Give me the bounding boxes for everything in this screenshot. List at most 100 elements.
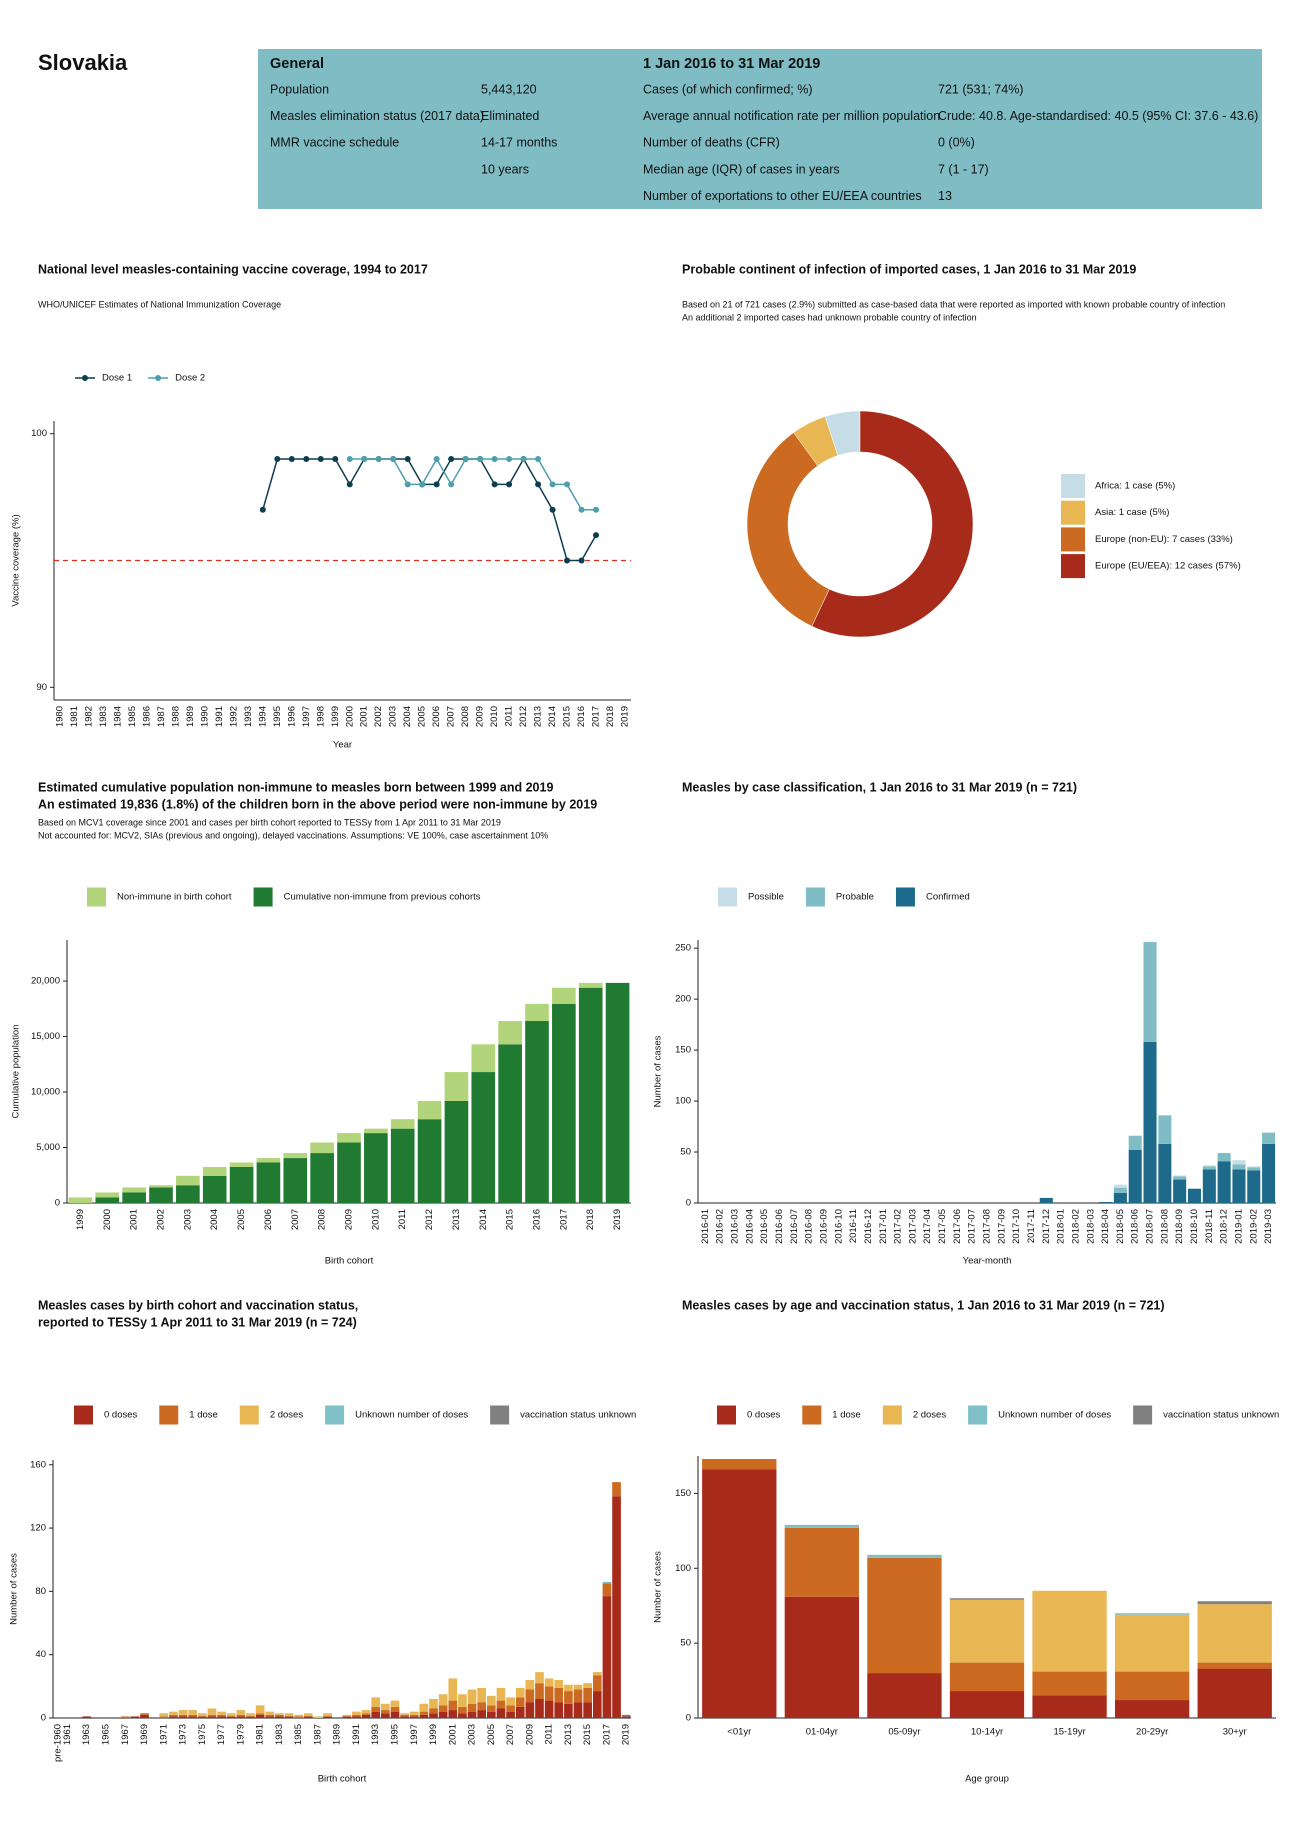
y-tick-label: 100 [31, 428, 47, 439]
x-tick-label: 1983 [98, 706, 109, 727]
data-point [549, 481, 556, 488]
bar-segment [515, 1697, 525, 1707]
data-point [535, 456, 542, 463]
y-tick-label: 150 [675, 1488, 691, 1499]
pie-slice [811, 410, 974, 638]
legend-swatch [1061, 527, 1085, 552]
x-tick-label: 2010 [370, 1209, 381, 1230]
y-axis-label: Number of cases [653, 1035, 664, 1107]
bar-segment [578, 987, 603, 1203]
chart-title: Measles cases by birth cohort and vaccin… [38, 1298, 358, 1312]
x-tick-label: 2016-05 [759, 1209, 770, 1244]
bar-segment [605, 982, 630, 1203]
x-tick-label: 2019 [612, 1209, 623, 1230]
legend-label: 2 doses [270, 1410, 304, 1421]
data-point [578, 557, 585, 564]
x-tick-label: 1977 [216, 1724, 227, 1745]
bar-segment [400, 1713, 409, 1715]
data-point [419, 481, 426, 488]
x-tick-label: 2017-05 [937, 1209, 948, 1244]
x-tick-label: 1967 [120, 1724, 131, 1745]
x-tick-label: 1993 [243, 706, 254, 727]
legend-swatch [1133, 1405, 1153, 1425]
y-tick-label: 100 [675, 1563, 691, 1574]
bar-segment [1262, 1143, 1276, 1203]
data-point [535, 481, 542, 488]
x-tick-label: 05-09yr [888, 1727, 920, 1738]
y-axis-label: Number of cases [9, 1553, 20, 1625]
bar-segment [1158, 1115, 1172, 1144]
bar-segment [417, 1119, 442, 1203]
x-tick-label: 01-04yr [806, 1727, 838, 1738]
bar-segment [284, 1716, 294, 1718]
y-axis-label: Vaccine coverage (%) [11, 514, 22, 606]
bar-segment [1158, 1143, 1172, 1203]
bar-segment [477, 1687, 487, 1703]
bar-segment [246, 1713, 255, 1717]
x-tick-label: 2018-05 [1115, 1209, 1126, 1244]
x-tick-label: 2005 [236, 1209, 247, 1230]
bar-segment [438, 1694, 448, 1706]
bar-segment [294, 1714, 303, 1717]
legend-label: Africa: 1 case (5%) [1095, 481, 1175, 492]
x-tick-label: 2006 [263, 1209, 274, 1230]
x-tick-label: 2018-02 [1070, 1209, 1081, 1244]
bar-segment [583, 1702, 592, 1718]
x-tick-label: 10-14yr [971, 1727, 1003, 1738]
legend-label: vaccination status unknown [520, 1410, 636, 1421]
legend-label: Non-immune in birth cohort [117, 892, 232, 903]
bar-segment [949, 1599, 1025, 1663]
x-tick-label: 1998 [315, 706, 326, 727]
data-point [404, 456, 411, 463]
y-tick-label: 0 [55, 1198, 60, 1209]
bar-segment [188, 1714, 198, 1717]
bar-segment [82, 1716, 92, 1718]
bar-segment [544, 1686, 554, 1701]
legend-label: 1 dose [189, 1410, 218, 1421]
bar-segment [448, 1710, 458, 1718]
x-tick-label: 2005 [417, 706, 428, 727]
chart-title: Measles by case classification, 1 Jan 20… [682, 780, 1077, 794]
bar-segment [236, 1716, 246, 1718]
bar-segment [361, 1714, 371, 1718]
legend-swatch [968, 1405, 988, 1425]
legend-swatch [717, 1405, 736, 1425]
bar-segment [1143, 942, 1157, 1042]
x-tick-label: 1965 [100, 1724, 111, 1745]
chart-title: Estimated cumulative population non-immu… [38, 780, 553, 794]
bar-segment [390, 1711, 400, 1718]
x-tick-label: 2017-03 [907, 1209, 918, 1244]
bar-segment [1173, 1176, 1187, 1180]
x-tick-label: 2018-07 [1145, 1209, 1156, 1244]
header-label: Median age (IQR) of cases in years [643, 162, 840, 176]
data-point [317, 456, 324, 463]
bar-segment [458, 1713, 467, 1718]
data-point [477, 456, 484, 463]
y-tick-label: 0 [686, 1198, 691, 1209]
bar-segment [303, 1713, 313, 1717]
data-point [361, 456, 368, 463]
legend-swatch [253, 887, 273, 907]
bar-segment [207, 1708, 217, 1715]
y-tick-label: 5,000 [36, 1142, 60, 1153]
bar-segment [122, 1187, 146, 1193]
header-label: Average annual notification rate per mil… [643, 109, 940, 123]
bar-segment [867, 1673, 942, 1718]
bar-segment [949, 1598, 1025, 1600]
bar-segment [867, 1557, 942, 1674]
legend-swatch [882, 1405, 902, 1425]
data-point [274, 456, 281, 463]
legend-label: Unknown number of doses [355, 1410, 468, 1421]
bar-segment [477, 1710, 487, 1718]
bar-segment [1202, 1165, 1216, 1167]
x-tick-label: 2017 [558, 1209, 569, 1230]
bar-segment [337, 1133, 361, 1143]
x-tick-label: 2007 [290, 1209, 301, 1230]
x-tick-label: 2018-04 [1100, 1209, 1111, 1244]
x-tick-label: 2018-06 [1130, 1209, 1141, 1244]
bar-segment [217, 1714, 226, 1717]
legend-swatch [239, 1405, 259, 1425]
x-tick-label: 1999 [330, 706, 341, 727]
data-point [564, 481, 571, 488]
header-label: Cases (of which confirmed; %) [643, 82, 813, 96]
